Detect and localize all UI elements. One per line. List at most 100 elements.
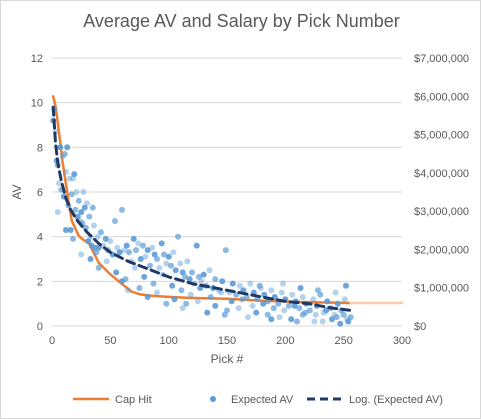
expected-av-point (194, 298, 201, 305)
expected-av-point (85, 238, 92, 245)
expected-av-point (135, 240, 142, 247)
expected-av-point (193, 242, 200, 249)
expected-av-point (158, 240, 165, 247)
expected-av-point (260, 300, 267, 307)
expected-av-point (179, 305, 186, 312)
expected-av-point (229, 280, 236, 287)
expected-av-point (137, 256, 144, 262)
expected-av-point (130, 235, 137, 242)
expected-av-point (170, 249, 177, 256)
x-axis-label: Pick # (211, 352, 244, 366)
expected-av-point (294, 318, 300, 325)
y-tick-label: 8 (37, 142, 43, 154)
expected-av-point (98, 229, 104, 236)
expected-av-point (64, 144, 71, 151)
expected-av-point (57, 144, 64, 151)
expected-av-point (131, 264, 138, 271)
expected-av-point (239, 296, 246, 303)
expected-av-point (275, 300, 282, 307)
expected-av-point (119, 206, 125, 213)
x-tick-label: 100 (159, 335, 177, 347)
expected-av-point (84, 200, 90, 207)
expected-av-point (334, 300, 341, 307)
expected-av-point (345, 318, 352, 325)
y2-tick-label: $0 (414, 321, 426, 333)
expected-av-point (78, 209, 85, 216)
expected-av-point (56, 180, 62, 187)
expected-av-point (183, 300, 190, 307)
expected-av-point (306, 307, 313, 314)
y2-tick-label: $6,000,000 (414, 91, 469, 103)
expected-av-point (310, 296, 317, 303)
y2-tick-label: $3,000,000 (414, 206, 469, 218)
expected-av-point (332, 289, 339, 296)
x-tick-label: 150 (218, 335, 236, 347)
expected-av-point (289, 291, 296, 298)
expected-av-point (319, 318, 326, 325)
x-tick-label: 50 (104, 335, 116, 347)
expected-av-point (206, 267, 213, 274)
expected-av-point (154, 256, 160, 262)
expected-av-point (161, 251, 167, 258)
expected-av-point (218, 289, 225, 296)
expected-av-point (340, 311, 347, 318)
expected-av-point (141, 273, 148, 280)
expected-av-point (112, 218, 118, 224)
expected-av-point (75, 197, 82, 204)
expected-av-point (61, 151, 68, 157)
expected-av-point (168, 262, 174, 269)
expected-av-point (142, 253, 149, 260)
expected-av-point (224, 307, 230, 314)
legend-label: Log. (Expected AV) (349, 394, 443, 406)
expected-av-point (163, 260, 170, 267)
expected-av-point (91, 222, 97, 229)
expected-av-point (71, 171, 78, 178)
expected-av-point (323, 307, 330, 314)
expected-av-point (235, 305, 242, 312)
expected-av-point (253, 309, 260, 316)
y-tick-label: 10 (31, 98, 43, 110)
expected-av-point (296, 305, 303, 312)
expected-av-point (63, 168, 69, 175)
y2-tick-label: $4,000,000 (414, 168, 469, 180)
expected-av-point (172, 267, 179, 274)
expected-av-point (169, 282, 176, 289)
expected-av-point (81, 204, 88, 211)
expected-av-point (212, 276, 219, 283)
expected-av-point (175, 233, 181, 240)
expected-av-point (281, 307, 288, 314)
expected-av-point (113, 269, 120, 276)
expected-av-point (270, 305, 277, 312)
expected-av-point (198, 278, 205, 285)
expected-av-point (268, 287, 275, 294)
legend-label: Expected AV (231, 394, 294, 406)
expected-av-point (171, 296, 178, 303)
y-tick-label: 2 (37, 276, 43, 288)
expected-av-point (67, 227, 74, 233)
expected-av-point (317, 291, 324, 298)
expected-av-point (70, 235, 76, 242)
y2-tick-label: $7,000,000 (414, 53, 469, 65)
expected-av-point (114, 244, 121, 251)
y2-tick-label: $5,000,000 (414, 130, 469, 142)
expected-av-point (299, 311, 306, 318)
expected-av-point (72, 206, 79, 213)
expected-av-point (212, 302, 219, 309)
expected-av-point (150, 280, 157, 287)
legend-label: Cap Hit (115, 394, 152, 406)
expected-av-point (78, 251, 85, 258)
y-tick-label: 12 (31, 53, 43, 65)
expected-av-point (243, 294, 250, 300)
expected-av-point (68, 191, 75, 198)
expected-av-point (196, 273, 202, 280)
expected-av-point (124, 287, 131, 294)
expected-av-point (154, 289, 160, 296)
expected-av-point (178, 287, 185, 294)
expected-av-point (221, 311, 228, 318)
expected-av-point (54, 209, 61, 216)
y2-tick-label: $2,000,000 (414, 244, 469, 256)
expected-av-point (126, 249, 132, 256)
expected-av-point (119, 278, 125, 285)
y-tick-label: 0 (37, 321, 43, 333)
